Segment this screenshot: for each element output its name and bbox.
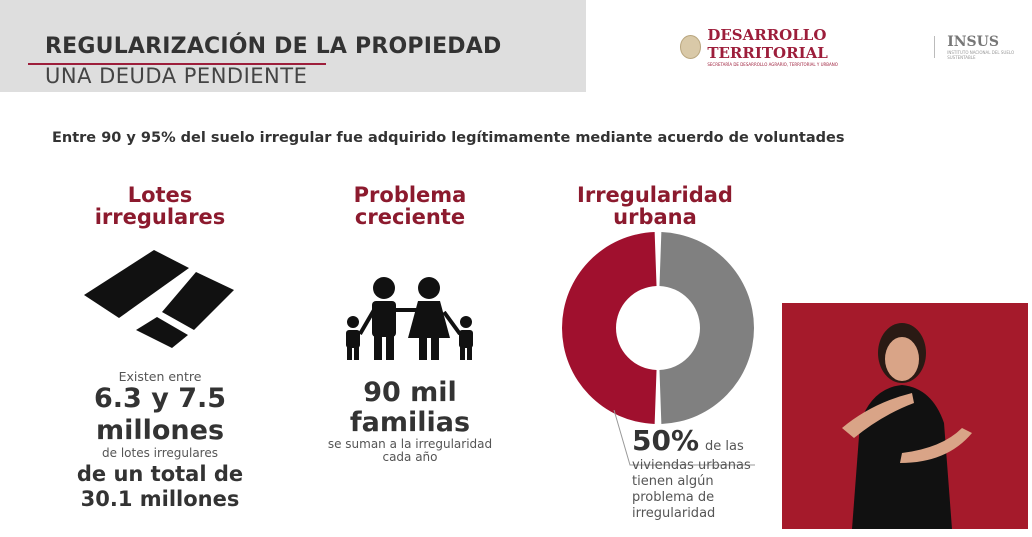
logo: DESARROLLO TERRITORIAL SECRETARÍA DE DESA… — [680, 26, 1032, 67]
col1-title: Lotes irregulares — [94, 183, 226, 229]
col1-big4: 30.1 millones — [80, 487, 240, 511]
col2-note: se suman a la irregularidad cada año — [327, 437, 493, 464]
col3-desc: viviendas urbanas tienen algún problema de… — [632, 458, 751, 521]
donut-chart — [561, 232, 755, 424]
col3-title: Irregularidad urbana — [577, 183, 733, 229]
col1-pre: Existen entre — [118, 369, 202, 384]
col1-big1: 6.3 y 7.5 — [93, 383, 227, 414]
insus-sub: INSTITUTO NACIONAL DEL SUELO SUSTENTABLE — [947, 49, 1015, 60]
donut-slice — [659, 232, 755, 424]
callout-line — [613, 410, 755, 466]
col2-big2: familias — [349, 407, 471, 438]
seal-icon — [680, 34, 702, 59]
title-underline — [28, 63, 326, 65]
donut-slice — [561, 232, 657, 424]
divider — [934, 35, 936, 58]
brand-sub: SECRETARÍA DE DESARROLLO AGRARIO, TERRIT… — [707, 62, 838, 67]
col2-big1: 90 mil — [363, 377, 457, 408]
col2-title: Problema creciente — [353, 183, 467, 229]
insus-name: INSUS — [947, 33, 999, 50]
col1-big2: millones — [95, 415, 225, 446]
land-plots-icon — [84, 250, 234, 348]
header-band — [0, 0, 586, 92]
page-subtitle: UNA DEUDA PENDIENTE — [45, 64, 308, 88]
lead-text: Entre 90 y 95% del suelo irregular fue a… — [52, 130, 845, 146]
family-icon — [346, 277, 473, 360]
pct-value: 50% — [632, 424, 700, 457]
col1-mid: de lotes irregulares — [102, 446, 218, 460]
pct-row: 50% de las — [632, 424, 744, 457]
col1-big3: de un total de — [76, 462, 244, 486]
brand-name: DESARROLLO TERRITORIAL — [707, 26, 828, 62]
pct-text: de las — [705, 439, 744, 454]
sign-language-interpreter-video — [782, 303, 1028, 529]
page-title: REGULARIZACIÓN DE LA PROPIEDAD — [45, 34, 502, 59]
interpreter-figure — [842, 323, 972, 529]
